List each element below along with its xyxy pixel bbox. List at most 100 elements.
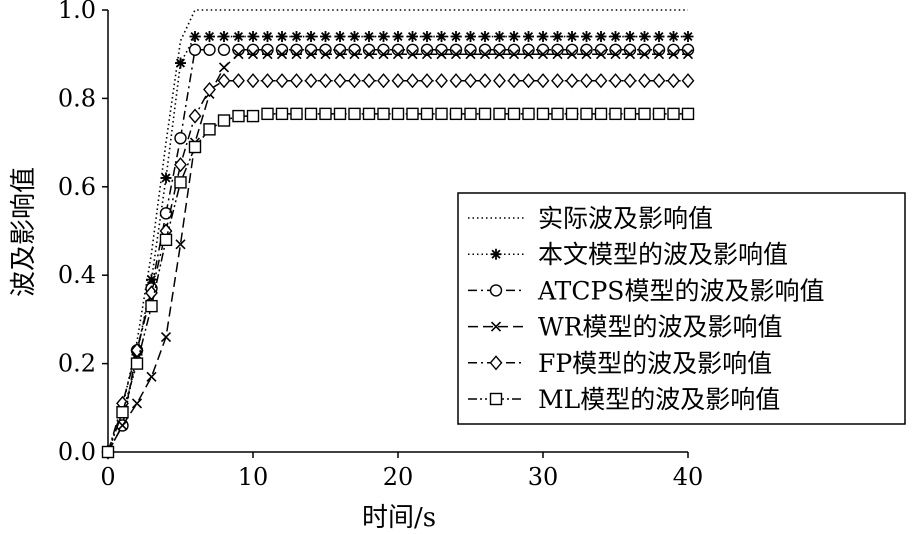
data-point xyxy=(320,49,331,60)
data-point xyxy=(291,49,302,60)
data-point xyxy=(435,107,448,121)
data-point xyxy=(565,73,579,89)
data-point xyxy=(304,107,318,121)
axes: 0 10 20 30 40 0.0 0.2 0.4 0.6 0.8 1.0 xyxy=(58,0,703,491)
data-point xyxy=(392,31,404,43)
data-point xyxy=(420,73,434,89)
data-point xyxy=(159,233,173,247)
data-point xyxy=(552,49,563,60)
data-point xyxy=(523,49,534,60)
data-point xyxy=(668,49,679,60)
data-point xyxy=(566,49,578,60)
data-point xyxy=(247,31,259,43)
data-point xyxy=(203,43,216,56)
data-point xyxy=(667,73,680,89)
data-point xyxy=(217,114,231,127)
data-point xyxy=(334,49,346,60)
data-point xyxy=(276,49,288,60)
data-point xyxy=(420,107,434,121)
data-point xyxy=(464,107,477,121)
data-point xyxy=(377,73,390,89)
data-point xyxy=(623,73,637,89)
data-point xyxy=(262,31,273,43)
data-point xyxy=(218,31,230,43)
data-point xyxy=(581,31,592,43)
data-point xyxy=(435,73,448,89)
data-point xyxy=(348,73,361,89)
data-point xyxy=(247,49,259,60)
data-point xyxy=(638,107,651,121)
data-point xyxy=(391,73,405,89)
data-point xyxy=(536,107,550,121)
data-point xyxy=(203,81,216,98)
data-point xyxy=(449,73,463,89)
data-point xyxy=(565,107,579,121)
data-point xyxy=(217,73,231,89)
legend-entry: ML模型的波及影响值 xyxy=(468,385,780,414)
legend-entry: 实际波及影响值 xyxy=(468,204,713,233)
data-point xyxy=(624,49,636,60)
y-tick-label: 0.0 xyxy=(58,438,96,466)
legend-label: WR模型的波及影响值 xyxy=(538,313,783,342)
plot-series xyxy=(101,9,695,460)
data-point xyxy=(638,73,651,89)
data-point xyxy=(101,445,115,459)
data-point xyxy=(668,31,679,43)
data-point xyxy=(478,107,492,121)
data-point xyxy=(465,49,476,60)
data-point xyxy=(406,107,419,121)
data-point xyxy=(522,107,535,121)
x-tick-label: 40 xyxy=(673,463,704,491)
y-tick-label: 0.6 xyxy=(58,173,96,201)
y-tick-label: 0.4 xyxy=(58,261,96,289)
legend-entry: 本文模型的波及影响值 xyxy=(468,240,788,269)
data-point xyxy=(479,31,491,43)
data-point xyxy=(349,49,360,60)
data-point xyxy=(348,107,361,121)
data-point xyxy=(333,73,347,89)
data-point xyxy=(159,207,173,220)
data-point xyxy=(624,31,636,43)
data-point xyxy=(493,73,506,89)
data-point xyxy=(507,107,521,121)
legend-marker xyxy=(489,392,503,406)
data-point xyxy=(275,107,289,121)
data-point xyxy=(146,371,157,382)
data-point xyxy=(652,73,666,89)
data-point xyxy=(494,49,505,60)
data-point xyxy=(392,49,404,60)
data-point xyxy=(146,274,157,286)
data-point xyxy=(218,62,230,73)
data-point xyxy=(349,31,360,43)
data-point xyxy=(233,49,244,60)
data-point xyxy=(117,420,128,431)
data-point xyxy=(508,31,520,43)
y-tick-label: 1.0 xyxy=(58,0,96,24)
legend-entry: WR模型的波及影响值 xyxy=(468,313,783,342)
data-point xyxy=(594,73,608,89)
data-point xyxy=(320,31,331,43)
legend-marker xyxy=(490,248,502,260)
data-point xyxy=(406,73,419,89)
data-point xyxy=(275,73,289,89)
data-point xyxy=(175,239,186,250)
data-point xyxy=(188,108,202,124)
legend-entry: FP模型的波及影响值 xyxy=(468,349,772,378)
series-4 xyxy=(101,73,695,460)
data-point xyxy=(261,73,274,89)
data-point xyxy=(407,49,418,60)
data-point xyxy=(682,31,694,43)
data-point xyxy=(276,31,288,43)
data-point xyxy=(246,109,260,123)
data-point xyxy=(262,49,273,60)
data-point xyxy=(319,107,332,121)
data-point xyxy=(203,123,216,136)
data-point xyxy=(436,31,447,43)
data-point xyxy=(362,73,376,89)
data-point xyxy=(566,31,578,43)
data-point xyxy=(595,31,607,43)
data-point xyxy=(682,49,694,60)
legend-label: 本文模型的波及影响值 xyxy=(538,240,788,269)
data-point xyxy=(494,31,505,43)
